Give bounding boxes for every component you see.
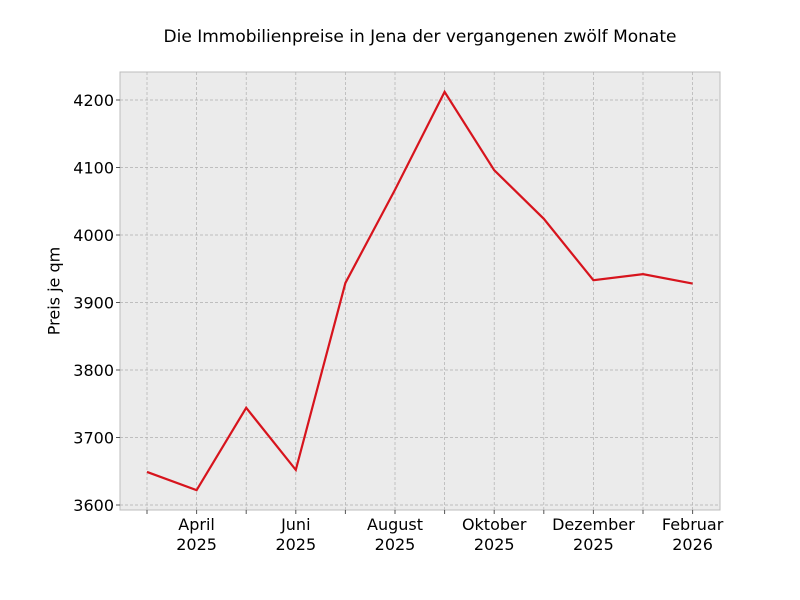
x-tick-label: August xyxy=(367,515,423,534)
x-tick-label: April xyxy=(178,515,215,534)
x-tick-label: 2025 xyxy=(275,535,316,554)
chart-title: Die Immobilienpreise in Jena der vergang… xyxy=(163,27,677,47)
x-tick-label: 2025 xyxy=(176,535,217,554)
x-tick-label: 2026 xyxy=(672,535,713,554)
x-tick-label: Oktober xyxy=(462,515,527,534)
y-tick-label: 4000 xyxy=(73,226,114,245)
y-tick-label: 3700 xyxy=(73,429,114,448)
price-line xyxy=(146,89,693,492)
x-tick-label: 2025 xyxy=(375,535,416,554)
plot-area xyxy=(119,71,721,511)
x-tick-label: Dezember xyxy=(552,515,635,534)
y-tick-label: 4200 xyxy=(73,91,114,110)
y-tick-label: 3800 xyxy=(73,361,114,380)
x-tick-label: Juni xyxy=(280,515,310,534)
x-tick-label: 2025 xyxy=(474,535,515,554)
y-tick-label: 4100 xyxy=(73,159,114,178)
x-tick-label: 2025 xyxy=(573,535,614,554)
y-tick-label: 3900 xyxy=(73,294,114,313)
y-tick-label: 3600 xyxy=(73,496,114,515)
x-tick-label: Februar xyxy=(662,515,724,534)
